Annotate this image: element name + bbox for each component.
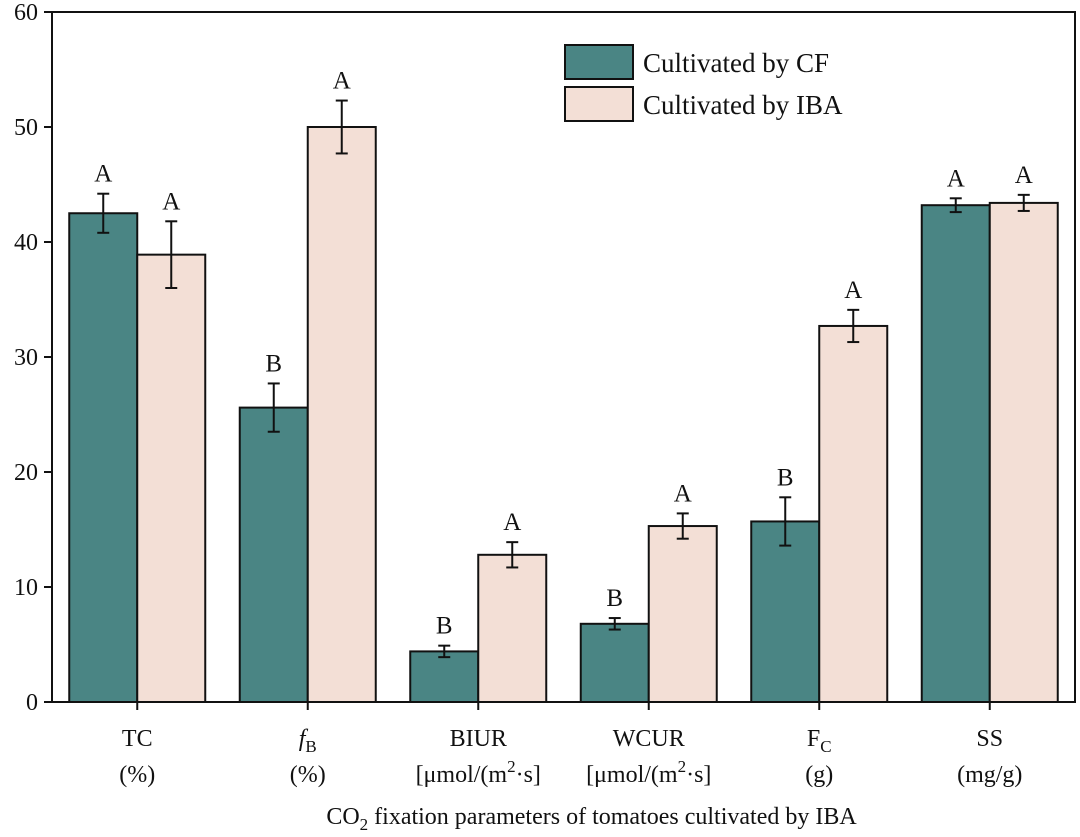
significance-letter: B	[606, 585, 623, 612]
bar-cf	[579, 622, 650, 703]
plot-frame	[51, 11, 1076, 703]
legend-label: Cultivated by IBA	[643, 90, 843, 120]
bar-cf	[68, 212, 139, 703]
category-subscript: C	[820, 737, 831, 756]
y-tick-label: 10	[14, 575, 38, 601]
y-tick-label: 50	[14, 115, 38, 141]
significance-labels: A A B A B A B A B A A A	[94, 68, 1033, 640]
category-label: WCUR	[613, 726, 685, 752]
category-unit-end: ·s]	[686, 762, 711, 788]
significance-letter: B	[265, 350, 282, 377]
category-unit-text: (%)	[119, 762, 155, 788]
x-title-subscript: 2	[360, 815, 369, 834]
bar-iba	[136, 253, 207, 703]
significance-letter: B	[436, 613, 453, 640]
significance-letter: A	[333, 68, 351, 95]
category-unit: (%)	[290, 762, 326, 788]
category-subscript: B	[305, 737, 316, 756]
bar-iba	[477, 553, 548, 703]
y-axis-ticks: 0 10 20 30 40 50 60	[14, 0, 991, 716]
legend: Cultivated by CF Cultivated by IBA	[564, 44, 843, 122]
y-tick-label: 20	[14, 460, 38, 486]
legend-swatch	[564, 86, 634, 122]
category-unit: (%)	[119, 762, 155, 788]
bar-iba	[988, 201, 1059, 703]
significance-letter: A	[844, 277, 862, 304]
category-name: BIUR	[450, 726, 507, 752]
significance-letter: A	[503, 509, 521, 536]
category-unit-end: ·s]	[516, 762, 541, 788]
bar-cf	[920, 204, 991, 703]
category-unit-text: (mg/g)	[957, 762, 1022, 788]
bar-cf	[750, 520, 821, 704]
legend-label: Cultivated by CF	[643, 48, 829, 78]
x-axis-category-labels: TC(%)fB(%)BIUR[μmol/(m2·s]WCUR[μmol/(m2·…	[119, 726, 1022, 788]
y-tick-label: 40	[14, 230, 38, 256]
legend-swatch	[564, 44, 634, 80]
category-label: BIUR	[450, 726, 507, 752]
y-tick-label: 60	[14, 0, 38, 26]
category-label: SS	[976, 726, 1003, 752]
category-label: FC	[807, 726, 832, 756]
category-unit-superscript: 2	[678, 757, 687, 776]
category-name: TC	[122, 726, 153, 752]
bars	[68, 126, 1059, 704]
category-unit: (mg/g)	[957, 762, 1022, 788]
category-unit-text: [μmol/(m	[586, 762, 678, 788]
error-bars	[97, 99, 1030, 659]
x-title-prefix: CO	[326, 804, 359, 830]
category-label: fB	[299, 726, 317, 756]
bar-iba	[647, 525, 718, 703]
category-unit: [μmol/(m2·s]	[416, 757, 541, 788]
category-unit: [μmol/(m2·s]	[586, 757, 711, 788]
x-title-rest: fixation parameters of tomatoes cultivat…	[368, 804, 857, 830]
category-name: F	[807, 726, 820, 752]
y-tick-label: 0	[26, 690, 38, 716]
y-tick-label: 30	[14, 345, 38, 371]
category-name: SS	[976, 726, 1003, 752]
bar-iba	[306, 126, 377, 703]
bar-cf	[409, 650, 480, 704]
category-unit-text: [μmol/(m	[416, 762, 508, 788]
category-name: f	[299, 726, 309, 752]
bar-iba	[818, 324, 889, 703]
significance-letter: A	[162, 188, 180, 215]
bar-cf	[238, 406, 309, 703]
significance-letter: A	[94, 161, 112, 188]
significance-letter: B	[777, 464, 794, 491]
category-unit-superscript: 2	[507, 757, 516, 776]
x-axis-title: CO2 fixation parameters of tomatoes cult…	[326, 804, 857, 834]
category-label: TC	[122, 726, 153, 752]
category-unit: (g)	[805, 762, 833, 788]
significance-letter: A	[1015, 162, 1033, 189]
significance-letter: A	[674, 480, 692, 507]
significance-letter: A	[947, 165, 965, 192]
category-unit-text: (g)	[805, 762, 833, 788]
category-name: WCUR	[613, 726, 685, 752]
category-unit-text: (%)	[290, 762, 326, 788]
